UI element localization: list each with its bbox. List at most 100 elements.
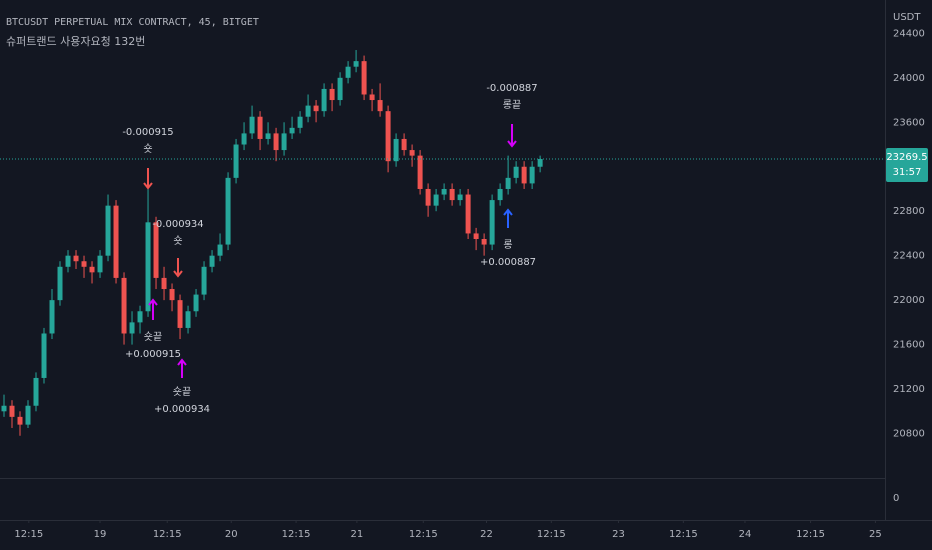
candle-body bbox=[161, 277, 167, 290]
candle-body bbox=[305, 105, 311, 117]
candle-body bbox=[217, 244, 223, 256]
candle-body bbox=[401, 138, 407, 151]
candle-body bbox=[129, 322, 135, 334]
annotation-text: 롱끝 bbox=[503, 99, 521, 111]
annotation-text: 숏끝 bbox=[173, 386, 191, 398]
candle-body bbox=[345, 66, 351, 78]
candle-body bbox=[1, 405, 7, 412]
countdown-label: 31:57 bbox=[893, 167, 922, 178]
candle-body bbox=[49, 300, 55, 334]
candle-body bbox=[425, 188, 431, 206]
candle-body bbox=[449, 188, 455, 201]
x-tick-label: 12:15 bbox=[669, 529, 698, 540]
candle-body bbox=[289, 127, 295, 134]
y-tick-label: 22400 bbox=[893, 251, 925, 262]
annotation-text: +0.000887 bbox=[480, 257, 536, 268]
candle-body bbox=[81, 261, 87, 267]
candle-body bbox=[385, 111, 391, 162]
annotation-text: +0.000915 bbox=[125, 349, 181, 360]
annotation-text: 숏 bbox=[143, 143, 152, 155]
x-tick-label: 23 bbox=[612, 529, 625, 540]
y-tick-label: 24000 bbox=[893, 73, 925, 84]
candle-body bbox=[257, 116, 263, 139]
candle-body bbox=[505, 177, 511, 189]
y-tick-label: 24400 bbox=[893, 28, 925, 39]
y-tick-label: 22000 bbox=[893, 295, 925, 306]
candle-body bbox=[441, 188, 447, 195]
candle-body bbox=[249, 116, 255, 134]
candle-body bbox=[241, 133, 247, 145]
candle-body bbox=[409, 150, 415, 156]
candle-body bbox=[233, 144, 239, 178]
annotation-text: 롱 bbox=[503, 239, 512, 251]
candle-body bbox=[121, 277, 127, 334]
candle-body bbox=[97, 255, 103, 273]
candle-body bbox=[433, 194, 439, 206]
candle-body bbox=[25, 405, 31, 425]
last-price-label: 23269.5 bbox=[886, 152, 927, 163]
candle-body bbox=[57, 266, 63, 301]
y-tick-label: 22800 bbox=[893, 206, 925, 217]
candle-body bbox=[337, 77, 343, 101]
annotation-arrowhead bbox=[148, 298, 158, 306]
candle-body bbox=[105, 205, 111, 256]
candle-body bbox=[113, 205, 119, 278]
x-tick-label: 12:15 bbox=[796, 529, 825, 540]
candle-body bbox=[377, 100, 383, 112]
candle-body bbox=[9, 405, 15, 417]
candle-body bbox=[185, 311, 191, 328]
y-tick-label: 23600 bbox=[893, 117, 925, 128]
candle-body bbox=[321, 88, 327, 112]
candle-body bbox=[137, 311, 143, 323]
y-tick-label: 21600 bbox=[893, 340, 925, 351]
y-tick-label: 21200 bbox=[893, 384, 925, 395]
candle-body bbox=[209, 255, 215, 267]
candle-body bbox=[145, 222, 151, 312]
x-tick-label: 12:15 bbox=[537, 529, 566, 540]
candle-body bbox=[513, 166, 519, 178]
annotation-arrowhead bbox=[173, 270, 183, 278]
candle-body bbox=[369, 94, 375, 101]
candle-body bbox=[225, 177, 231, 245]
annotation-text: +0.000934 bbox=[154, 404, 210, 415]
x-tick-label: 22 bbox=[480, 529, 493, 540]
candle-body bbox=[17, 416, 23, 425]
x-tick-label: 19 bbox=[94, 529, 107, 540]
annotation-arrowhead bbox=[177, 358, 187, 366]
candle-body bbox=[313, 105, 319, 112]
x-tick-label: 12:15 bbox=[153, 529, 182, 540]
candle-body bbox=[393, 138, 399, 162]
annotation-text: -0.000887 bbox=[486, 83, 537, 94]
x-tick-label: 12:15 bbox=[409, 529, 438, 540]
y-axis-label: USDT bbox=[893, 12, 921, 23]
candle-body bbox=[297, 116, 303, 128]
candle-body bbox=[201, 266, 207, 295]
candle-body bbox=[41, 333, 47, 378]
candle-body bbox=[329, 88, 335, 101]
candle-body bbox=[481, 239, 487, 245]
candle-body bbox=[417, 155, 423, 189]
x-tick-label: 25 bbox=[869, 529, 882, 540]
annotation-arrowhead bbox=[507, 140, 517, 148]
last-price-box bbox=[886, 148, 928, 183]
candle-body bbox=[65, 255, 71, 267]
annotation-arrowhead bbox=[503, 208, 513, 216]
annotation-text: -0.000915 bbox=[122, 127, 173, 138]
candle-body bbox=[353, 61, 359, 67]
x-tick-label: 24 bbox=[739, 529, 752, 540]
candle-body bbox=[33, 377, 39, 406]
candle-body bbox=[521, 166, 527, 184]
candle-body bbox=[529, 166, 535, 184]
x-tick-label: 21 bbox=[351, 529, 364, 540]
x-tick-label: 12:15 bbox=[14, 529, 43, 540]
annotation-arrowhead bbox=[143, 182, 153, 190]
annotation-text: -0.000934 bbox=[152, 219, 203, 230]
candle-body bbox=[497, 188, 503, 201]
candle-body bbox=[169, 289, 175, 301]
x-tick-label: 12:15 bbox=[282, 529, 311, 540]
candle-body bbox=[193, 294, 199, 312]
candle-body bbox=[473, 233, 479, 239]
candle-body bbox=[281, 133, 287, 151]
